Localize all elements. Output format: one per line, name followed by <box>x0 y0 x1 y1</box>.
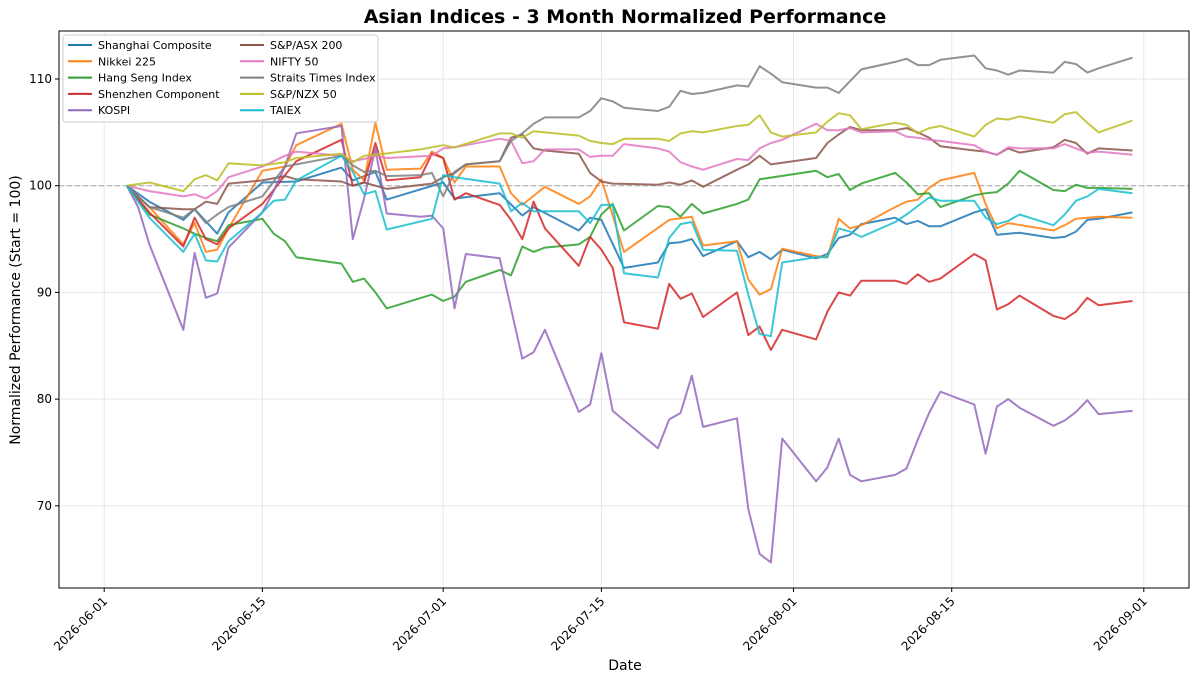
x-tick-label: 2026-06-01 <box>51 594 110 653</box>
x-tick-label: 2026-09-01 <box>1091 594 1150 653</box>
series-line-nikkei-225 <box>126 121 1133 296</box>
y-tick-label: 70 <box>37 499 52 513</box>
series-line-s-p-nzx-50 <box>126 111 1133 193</box>
legend-label: KOSPI <box>98 104 130 117</box>
series-line-hang-seng-index <box>126 169 1133 310</box>
x-axis-ticks: 2026-06-01 2026-06-15 2026-07-01 2026-07-15… <box>51 588 1150 653</box>
x-tick-label: 2026-07-15 <box>548 594 607 653</box>
legend-label: Shenzhen Component <box>98 88 220 101</box>
legend-label: Hang Seng Index <box>98 72 192 85</box>
x-axis-title: Date <box>608 658 641 674</box>
legend-label: NIFTY 50 <box>270 55 319 68</box>
y-tick-label: 110 <box>29 72 52 86</box>
y-tick-label: 80 <box>37 392 52 406</box>
legend-label: S&P/NZX 50 <box>270 88 337 101</box>
legend: Shanghai Composite Nikkei 225 Hang Seng In… <box>62 34 379 123</box>
plot-frame <box>58 30 1190 589</box>
legend-label: S&P/ASX 200 <box>270 39 342 52</box>
x-tick-label: 2026-08-01 <box>740 594 799 653</box>
legend-label: TAIEX <box>269 104 302 117</box>
series-line-nifty-50 <box>126 122 1133 200</box>
legend-label: Shanghai Composite <box>98 39 212 52</box>
series-line-taiex <box>125 154 1133 338</box>
y-axis-title: Normalized Performance (Start = 100) <box>8 175 24 445</box>
y-tick-label: 100 <box>29 179 52 193</box>
legend-label: Straits Times Index <box>270 72 376 85</box>
y-tick-label: 90 <box>37 285 52 299</box>
series-lines <box>125 54 1133 564</box>
series-line-s-p-asx-200 <box>126 126 1133 211</box>
legend-label: Nikkei 225 <box>98 55 156 68</box>
y-axis-ticks: 70 80 90 100 110 <box>29 72 59 513</box>
x-tick-label: 2026-08-15 <box>899 594 958 653</box>
chart-title: Asian Indices - 3 Month Normalized Perfo… <box>364 6 887 28</box>
x-tick-label: 2026-07-01 <box>390 594 449 653</box>
x-tick-label: 2026-06-15 <box>209 594 268 653</box>
legend-box <box>62 34 379 123</box>
series-line-shenzhen-component <box>126 138 1133 351</box>
